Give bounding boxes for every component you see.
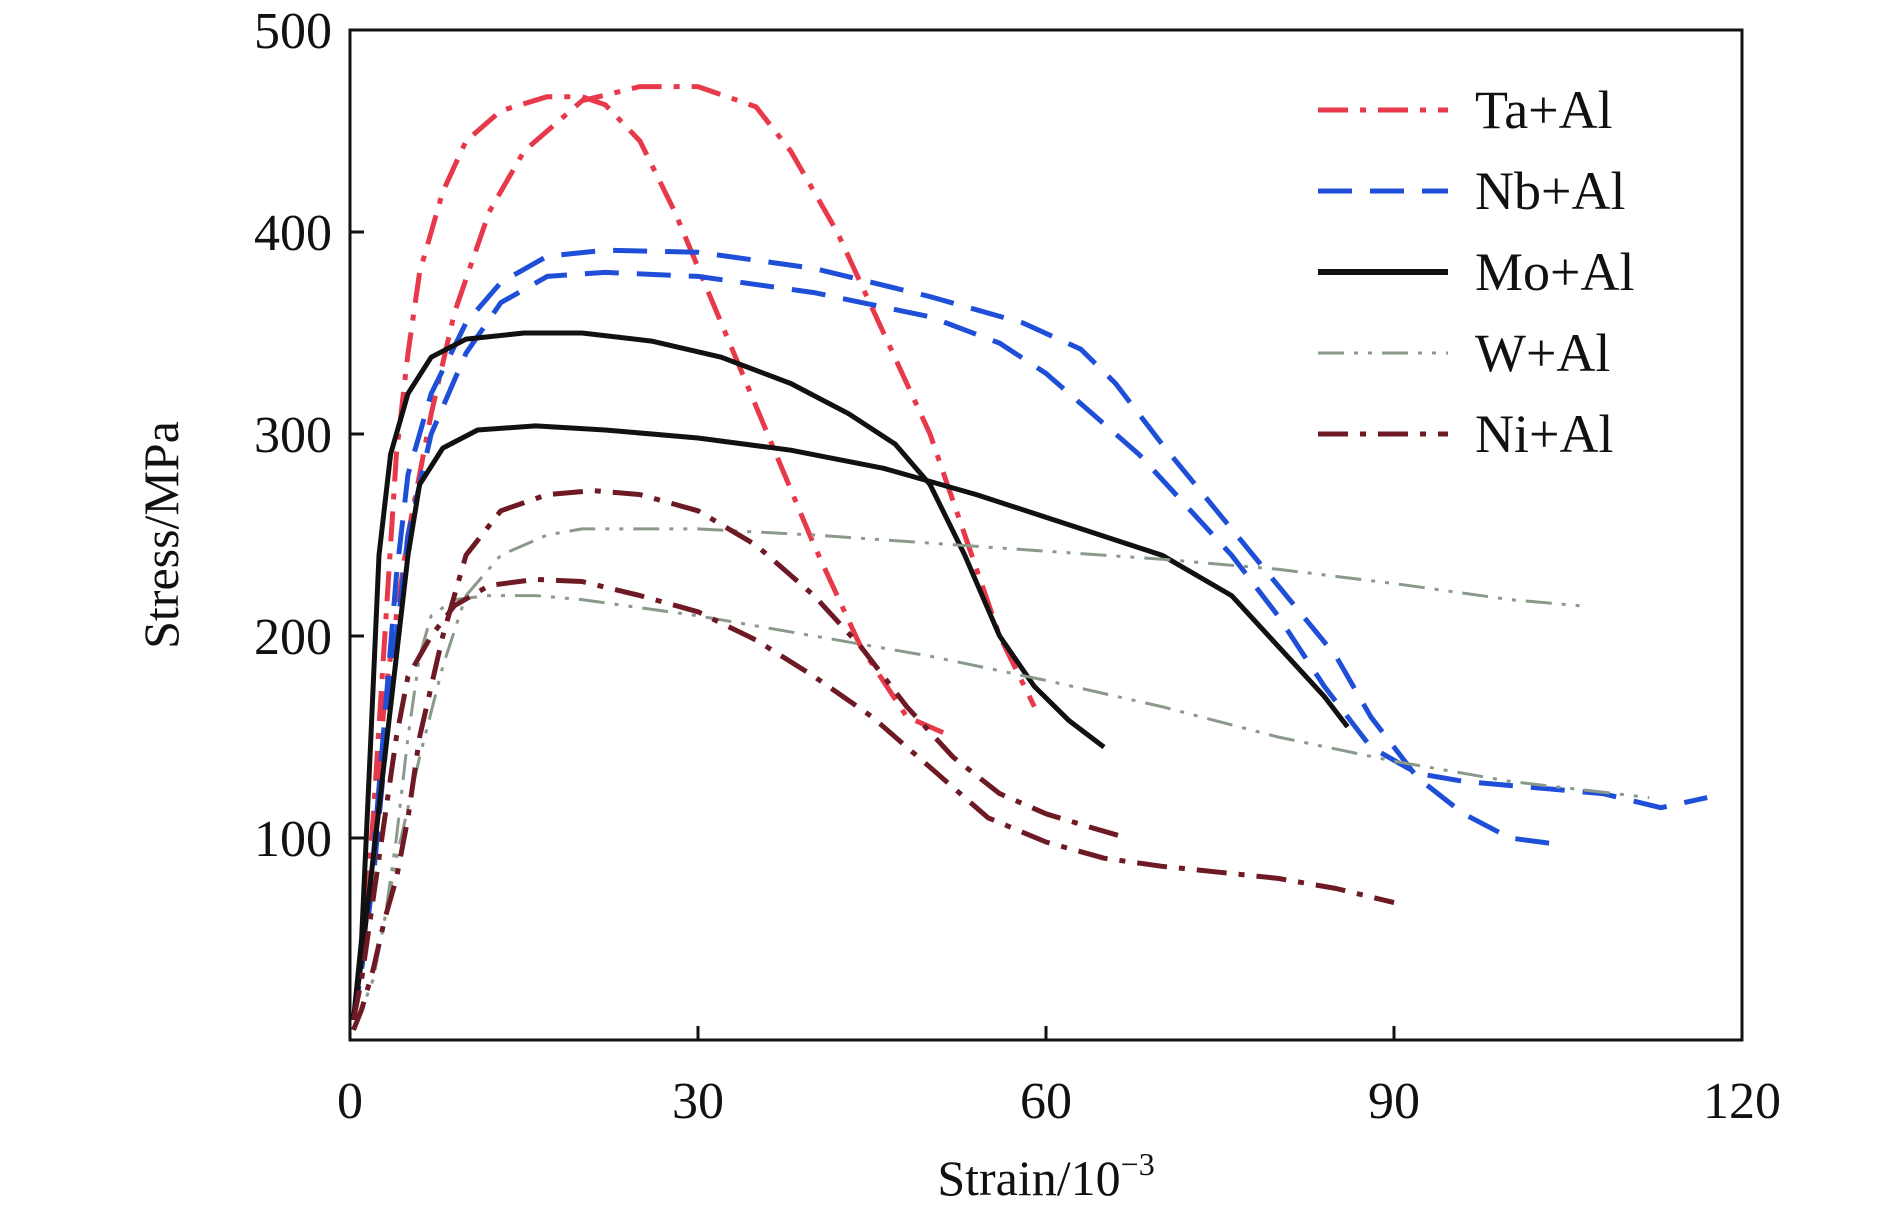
legend: Ta+Al Nb+Al Mo+Al W+Al Ni+Al bbox=[1318, 80, 1634, 464]
legend-label: Mo+Al bbox=[1475, 242, 1634, 302]
y-tick-label: 200 bbox=[254, 609, 332, 666]
curve-ni-al-2 bbox=[351, 488, 1128, 1031]
x-axis-label: Strain/10−3 bbox=[937, 1146, 1154, 1206]
x-tick-label: 30 bbox=[672, 1073, 724, 1130]
legend-label: Nb+Al bbox=[1475, 161, 1625, 221]
curve-ni-al-1 bbox=[351, 576, 1395, 1021]
x-tick-label: 120 bbox=[1703, 1073, 1781, 1130]
x-tick-label: 90 bbox=[1368, 1073, 1420, 1130]
curve-ta-al-2 bbox=[351, 84, 1037, 1021]
curve-mo-al-1 bbox=[351, 330, 1106, 1021]
curve-mo-al-2 bbox=[351, 423, 1350, 1021]
axis-ticks bbox=[348, 28, 1744, 1040]
axis-tick-labels: 0 30 60 90 120 100 200 300 400 500 bbox=[254, 3, 1781, 1130]
series-curves bbox=[351, 84, 1708, 1031]
y-axis-label: Stress/MPa bbox=[133, 421, 189, 649]
curve-nb-al-1 bbox=[351, 247, 1557, 1021]
y-tick-label: 300 bbox=[254, 407, 332, 464]
legend-label: Ni+Al bbox=[1475, 404, 1613, 464]
y-tick-label: 100 bbox=[254, 811, 332, 868]
curve-nb-al-2 bbox=[351, 269, 1708, 1021]
curve-ta-al-1 bbox=[351, 94, 955, 1021]
x-tick-label: 60 bbox=[1020, 1073, 1072, 1130]
legend-label: Ta+Al bbox=[1475, 80, 1613, 140]
curve-w-al-2 bbox=[352, 527, 1580, 1031]
x-tick-label: 0 bbox=[337, 1073, 363, 1130]
curve-w-al-1 bbox=[352, 594, 1650, 1031]
y-tick-label: 400 bbox=[254, 205, 332, 262]
legend-label: W+Al bbox=[1475, 323, 1610, 383]
y-tick-label: 500 bbox=[254, 3, 332, 60]
